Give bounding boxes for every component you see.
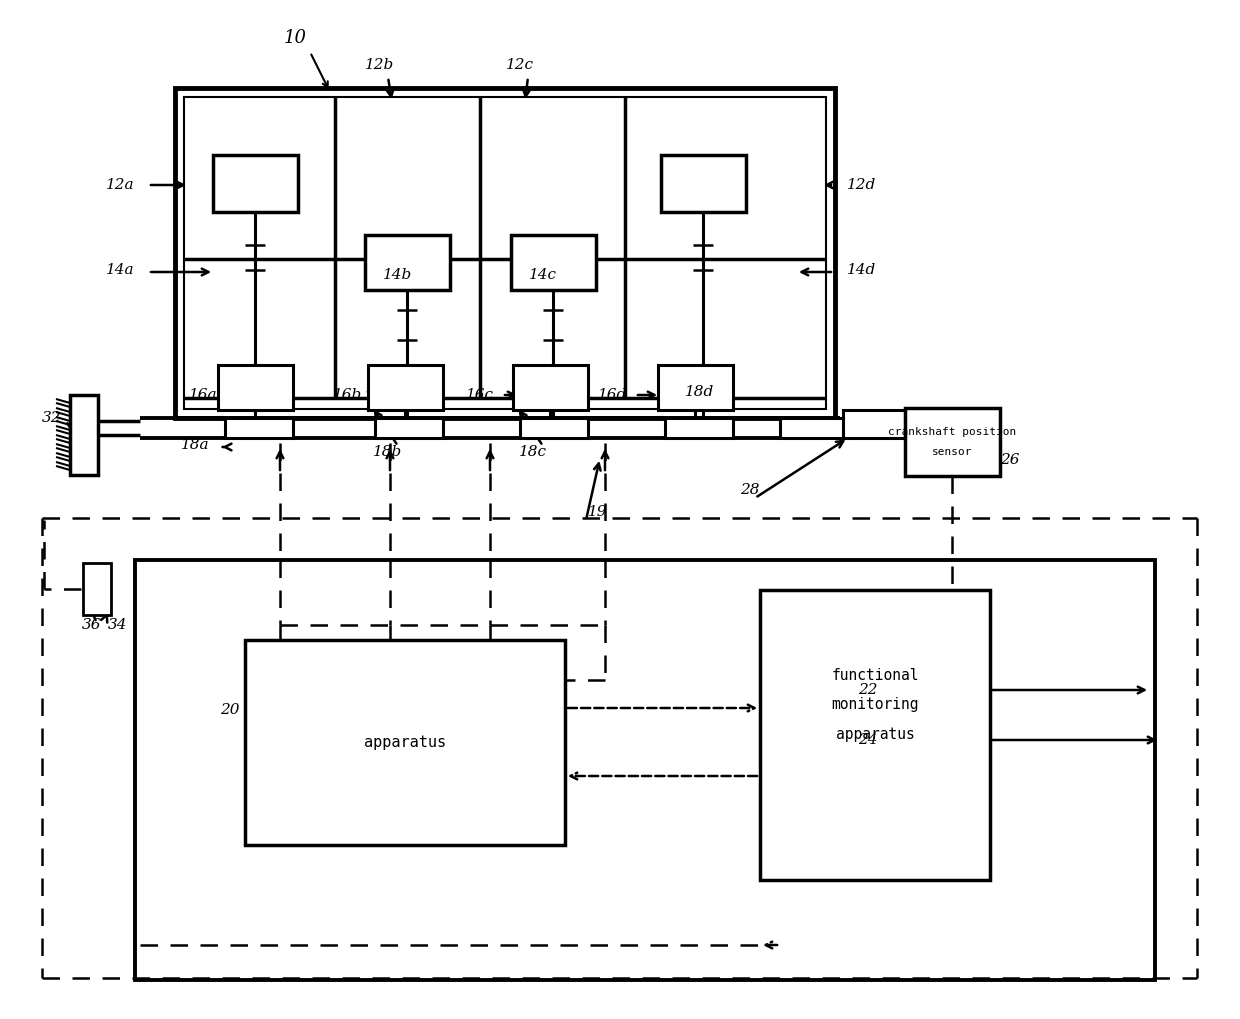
Bar bbox=[368, 365, 443, 410]
Bar bbox=[760, 590, 990, 880]
Text: 18d: 18d bbox=[686, 385, 714, 399]
Bar bbox=[520, 418, 588, 438]
Text: apparatus: apparatus bbox=[836, 728, 914, 743]
Text: 16c: 16c bbox=[466, 388, 494, 403]
Text: 10: 10 bbox=[284, 29, 306, 47]
Bar bbox=[513, 365, 588, 410]
Text: 36: 36 bbox=[82, 618, 102, 632]
Bar bbox=[218, 365, 293, 410]
Bar bbox=[213, 155, 298, 212]
Text: 16b: 16b bbox=[334, 388, 362, 403]
Bar bbox=[658, 365, 733, 410]
Bar bbox=[511, 235, 596, 290]
Bar bbox=[135, 560, 1154, 980]
Text: 18a: 18a bbox=[181, 438, 210, 452]
Bar bbox=[780, 418, 848, 438]
Text: 20: 20 bbox=[221, 703, 239, 717]
Text: 16d: 16d bbox=[599, 388, 627, 403]
Text: 12d: 12d bbox=[847, 178, 877, 192]
Bar bbox=[69, 395, 98, 475]
Bar bbox=[365, 235, 450, 290]
Bar bbox=[661, 155, 746, 212]
Bar bbox=[665, 418, 733, 438]
Text: 16a: 16a bbox=[188, 388, 217, 403]
Bar bbox=[843, 410, 905, 438]
Text: 32: 32 bbox=[42, 411, 62, 425]
Text: monitoring: monitoring bbox=[831, 697, 919, 712]
Text: 22: 22 bbox=[858, 683, 878, 697]
Text: 14d: 14d bbox=[847, 263, 877, 277]
Text: 14b: 14b bbox=[383, 268, 413, 282]
Text: sensor: sensor bbox=[931, 447, 972, 457]
Text: 18c: 18c bbox=[520, 445, 547, 459]
Text: 18b: 18b bbox=[373, 445, 403, 459]
Bar bbox=[83, 564, 112, 615]
Bar bbox=[246, 640, 565, 845]
Text: 26: 26 bbox=[1001, 453, 1019, 467]
Text: 24: 24 bbox=[858, 733, 878, 747]
Text: apparatus: apparatus bbox=[363, 735, 446, 750]
Bar bbox=[175, 88, 835, 418]
Bar bbox=[374, 418, 443, 438]
Text: crankshaft position: crankshaft position bbox=[888, 427, 1016, 437]
Text: 14a: 14a bbox=[105, 263, 134, 277]
Text: 19: 19 bbox=[588, 505, 608, 519]
Text: 12b: 12b bbox=[366, 58, 394, 72]
Text: 28: 28 bbox=[740, 483, 760, 497]
Text: 12a: 12a bbox=[105, 178, 134, 192]
Bar bbox=[905, 408, 999, 476]
Bar bbox=[224, 418, 293, 438]
Text: 12c: 12c bbox=[506, 58, 534, 72]
Text: 34: 34 bbox=[108, 618, 128, 632]
Bar bbox=[184, 97, 826, 409]
Text: 14c: 14c bbox=[529, 268, 557, 282]
Text: functional: functional bbox=[831, 667, 919, 683]
